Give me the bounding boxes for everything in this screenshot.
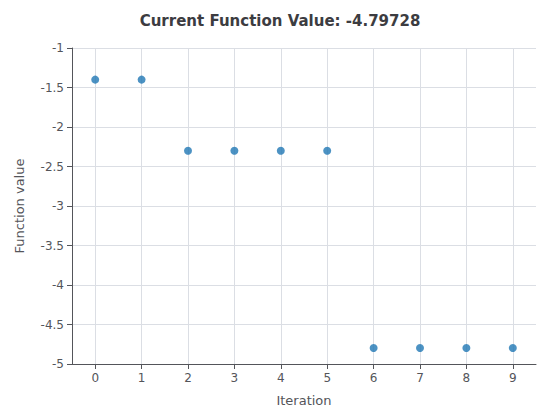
svg-text:9: 9 (509, 371, 517, 385)
svg-text:Current Function Value: -4.797: Current Function Value: -4.79728 (140, 12, 421, 30)
svg-text:1: 1 (138, 371, 146, 385)
svg-text:Iteration: Iteration (276, 393, 331, 408)
svg-text:2: 2 (184, 371, 192, 385)
svg-text:-5: -5 (52, 357, 64, 371)
svg-text:8: 8 (463, 371, 471, 385)
svg-text:-4: -4 (52, 278, 64, 292)
svg-text:5: 5 (323, 371, 331, 385)
svg-text:-2: -2 (52, 120, 64, 134)
svg-text:Function value: Function value (12, 159, 27, 254)
svg-text:-2.5: -2.5 (41, 160, 64, 174)
svg-text:-1.5: -1.5 (41, 81, 64, 95)
svg-text:-4.5: -4.5 (41, 318, 64, 332)
svg-text:4: 4 (277, 371, 285, 385)
svg-text:-3.5: -3.5 (41, 239, 64, 253)
svg-text:-3: -3 (52, 199, 64, 213)
svg-text:3: 3 (231, 371, 239, 385)
svg-text:-1: -1 (52, 41, 64, 55)
svg-text:7: 7 (416, 371, 424, 385)
svg-text:0: 0 (91, 371, 99, 385)
svg-text:6: 6 (370, 371, 378, 385)
